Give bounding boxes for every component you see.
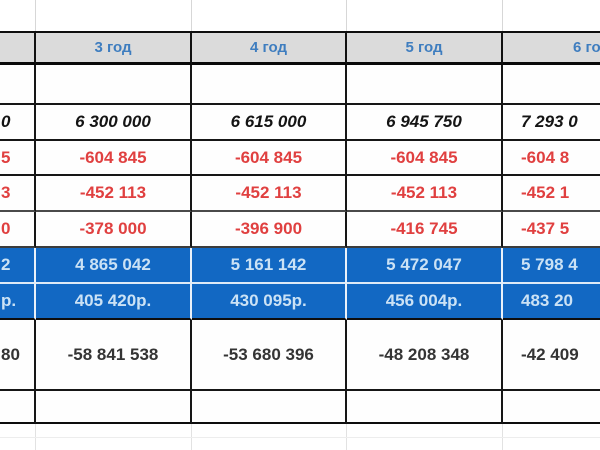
gridline-vertical	[346, 0, 347, 31]
cell-revenue-y5[interactable]: 6 945 750	[347, 105, 503, 141]
cell-revenue-prev[interactable]: 0	[0, 105, 36, 141]
cell-revenue-y6[interactable]: 7 293 0	[503, 105, 600, 141]
gridline-vertical	[35, 0, 36, 31]
table-header-row: 3 год 4 год 5 год 6 год	[0, 33, 600, 65]
cell-total-y3[interactable]: 4 865 042	[36, 248, 192, 284]
cell-revenue-y3[interactable]: 6 300 000	[36, 105, 192, 141]
cell-totalrub-y5[interactable]: 456 004р.	[347, 284, 503, 320]
header-cell-year-4[interactable]: 4 год	[192, 33, 347, 65]
cell-expense3-y4[interactable]: -396 900	[192, 212, 347, 248]
header-cell-year-3[interactable]: 3 год	[36, 33, 192, 65]
cell[interactable]	[347, 391, 503, 424]
cell-expense2-y4[interactable]: -452 113	[192, 176, 347, 212]
table-row-empty	[0, 65, 600, 105]
cell-expense3-y6[interactable]: -437 5	[503, 212, 600, 248]
cell[interactable]	[503, 65, 600, 105]
cell[interactable]	[0, 391, 36, 424]
table-row-expense-3: 0 -378 000 -396 900 -416 745 -437 5	[0, 212, 600, 248]
cell[interactable]	[0, 65, 36, 105]
financial-table: 3 год 4 год 5 год 6 год 0 6 300 000 6 61…	[0, 31, 600, 424]
cell-expense1-prev[interactable]: 5	[0, 141, 36, 176]
table-row-cumulative: 80 -58 841 538 -53 680 396 -48 208 348 -…	[0, 320, 600, 391]
cell-total-y5[interactable]: 5 472 047	[347, 248, 503, 284]
cell-expense2-prev[interactable]: 3	[0, 176, 36, 212]
gridline-area-top	[0, 0, 600, 31]
cell-totalrub-y4[interactable]: 430 095р.	[192, 284, 347, 320]
cell-expense1-y3[interactable]: -604 845	[36, 141, 192, 176]
table-row-expense-2: 3 -452 113 -452 113 -452 113 -452 1	[0, 176, 600, 212]
cell-expense1-y6[interactable]: -604 8	[503, 141, 600, 176]
cell-cumulative-y4[interactable]: -53 680 396	[192, 320, 347, 391]
cell-total-y6[interactable]: 5 798 4	[503, 248, 600, 284]
gridline-vertical	[191, 0, 192, 31]
cell[interactable]	[36, 65, 192, 105]
cell-totalrub-y3[interactable]: 405 420р.	[36, 284, 192, 320]
gridline-horizontal	[0, 437, 600, 438]
table-row-total-rub: р. 405 420р. 430 095р. 456 004р. 483 20	[0, 284, 600, 320]
cell-expense3-y3[interactable]: -378 000	[36, 212, 192, 248]
header-cell-year-5[interactable]: 5 год	[347, 33, 503, 65]
header-cell-year-6[interactable]: 6 год	[503, 33, 600, 65]
cell-revenue-y4[interactable]: 6 615 000	[192, 105, 347, 141]
table-row-revenue: 0 6 300 000 6 615 000 6 945 750 7 293 0	[0, 105, 600, 141]
table-row-total: 2 4 865 042 5 161 142 5 472 047 5 798 4	[0, 248, 600, 284]
cell-totalrub-y6[interactable]: 483 20	[503, 284, 600, 320]
cell-totalrub-prev[interactable]: р.	[0, 284, 36, 320]
table-row-expense-1: 5 -604 845 -604 845 -604 845 -604 8	[0, 141, 600, 176]
cell[interactable]	[347, 65, 503, 105]
cell-expense2-y3[interactable]: -452 113	[36, 176, 192, 212]
cell-expense1-y4[interactable]: -604 845	[192, 141, 347, 176]
cell-cumulative-y6[interactable]: -42 409	[503, 320, 600, 391]
cell-expense3-y5[interactable]: -416 745	[347, 212, 503, 248]
cell-expense1-y5[interactable]: -604 845	[347, 141, 503, 176]
cell-cumulative-y3[interactable]: -58 841 538	[36, 320, 192, 391]
cell[interactable]	[36, 391, 192, 424]
cell-total-y4[interactable]: 5 161 142	[192, 248, 347, 284]
cell-expense2-y5[interactable]: -452 113	[347, 176, 503, 212]
cell-expense3-prev[interactable]: 0	[0, 212, 36, 248]
header-cell-year-prev[interactable]	[0, 33, 36, 65]
cell-expense2-y6[interactable]: -452 1	[503, 176, 600, 212]
gridline-vertical	[502, 0, 503, 31]
cell-cumulative-prev[interactable]: 80	[0, 320, 36, 391]
cell[interactable]	[503, 391, 600, 424]
cell-total-prev[interactable]: 2	[0, 248, 36, 284]
table-row-empty-bottom	[0, 391, 600, 424]
gridline-area-bottom	[0, 424, 600, 450]
cell[interactable]	[192, 65, 347, 105]
cell-cumulative-y5[interactable]: -48 208 348	[347, 320, 503, 391]
cell[interactable]	[192, 391, 347, 424]
